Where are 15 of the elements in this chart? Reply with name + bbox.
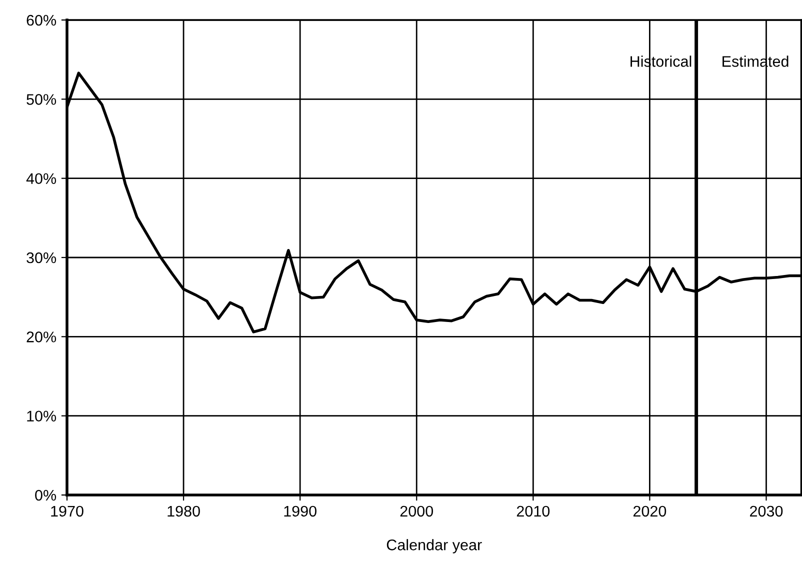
y-tick-label: 40% bbox=[26, 173, 56, 184]
x-tick-label: 2030 bbox=[750, 506, 783, 517]
y-tick-label: 10% bbox=[27, 410, 56, 422]
x-tick-label: 2020 bbox=[633, 506, 666, 517]
x-tick-label: 1980 bbox=[168, 506, 200, 517]
x-tick-label: 2000 bbox=[400, 506, 434, 517]
y-tick-label: 60% bbox=[26, 14, 56, 26]
y-tick-label: 50% bbox=[26, 94, 56, 105]
x-axis-title: Calendar year bbox=[386, 539, 482, 554]
y-tick-label: 30% bbox=[26, 252, 56, 264]
x-tick-label: 1990 bbox=[284, 506, 316, 517]
x-tick-label: 2010 bbox=[516, 506, 550, 517]
y-tick-label: 20% bbox=[26, 332, 56, 342]
x-tick-label: 1970 bbox=[51, 506, 84, 517]
y-tick-label: 0% bbox=[35, 490, 56, 501]
